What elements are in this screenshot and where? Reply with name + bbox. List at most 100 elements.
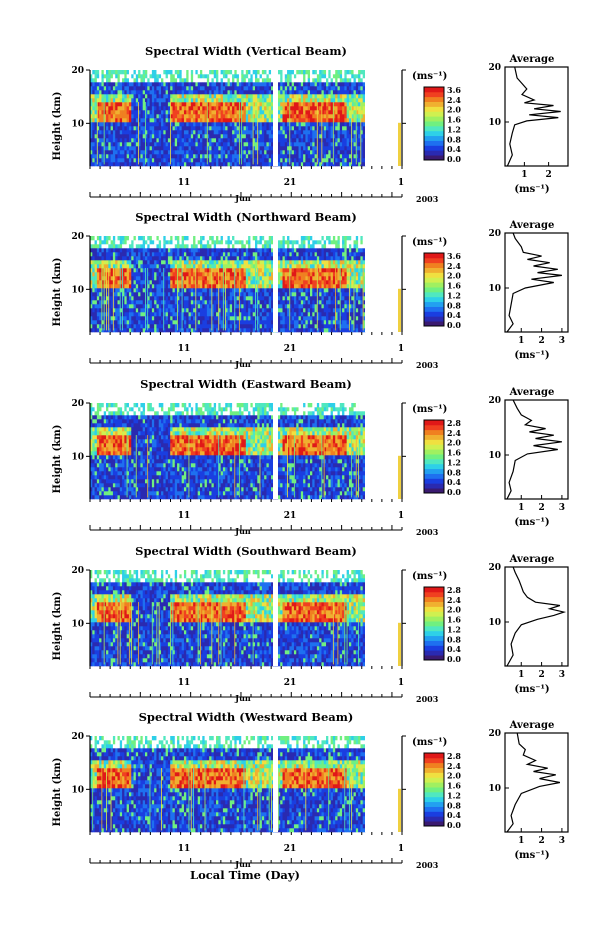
heatmap-cell bbox=[131, 142, 134, 147]
heatmap-cell bbox=[216, 130, 219, 135]
heatmap-cell bbox=[259, 252, 263, 257]
heatmap-cell bbox=[209, 138, 212, 143]
heatmap-cell bbox=[112, 264, 116, 269]
heatmap-cell bbox=[138, 284, 141, 289]
heatmap-cell bbox=[106, 312, 109, 317]
heatmap-cell bbox=[358, 150, 361, 155]
heatmap-cell bbox=[202, 158, 205, 163]
heatmap-cell bbox=[103, 324, 107, 329]
heatmap-cell bbox=[195, 276, 199, 281]
heatmap-cell bbox=[257, 260, 260, 265]
heatmap-cell bbox=[106, 268, 109, 273]
heatmap-cell bbox=[110, 118, 114, 123]
heatmap-cell bbox=[353, 162, 357, 167]
heatmap-cell bbox=[211, 260, 215, 265]
heatmap-cell bbox=[266, 118, 270, 123]
heatmap-streak bbox=[222, 268, 224, 331]
heatmap-cell bbox=[122, 248, 125, 253]
heatmap-cell bbox=[128, 154, 132, 159]
heatmap-cell bbox=[90, 150, 93, 155]
heatmap-cell bbox=[206, 102, 210, 107]
heatmap-cell bbox=[238, 82, 242, 87]
heatmap-cell bbox=[222, 260, 226, 265]
heatmap-cell bbox=[103, 134, 107, 139]
heatmap-cell bbox=[149, 304, 153, 309]
heatmap-cell bbox=[206, 264, 210, 269]
heatmap-cell bbox=[181, 268, 185, 273]
heatmap-cell bbox=[332, 162, 336, 167]
heatmap-cell bbox=[225, 162, 228, 167]
heatmap-cell bbox=[193, 324, 196, 329]
heatmap-cell bbox=[140, 154, 144, 159]
heatmap-cell bbox=[280, 70, 283, 75]
heatmap-cell bbox=[140, 138, 144, 143]
heatmap-cell bbox=[149, 126, 153, 131]
heatmap-cell bbox=[266, 272, 270, 277]
heatmap-cell bbox=[181, 300, 185, 305]
heatmap-cell bbox=[124, 308, 127, 313]
heatmap-cell bbox=[323, 86, 327, 91]
heatmap-cell bbox=[213, 244, 217, 249]
heatmap-cell bbox=[138, 268, 141, 273]
heatmap-cell bbox=[280, 94, 283, 99]
heatmap-cell bbox=[124, 264, 127, 269]
heatmap-cell bbox=[190, 324, 194, 329]
heatmap-cell bbox=[264, 312, 267, 317]
heatmap-cell bbox=[266, 316, 270, 321]
heatmap-cell bbox=[163, 308, 166, 313]
heatmap-cell bbox=[108, 138, 111, 143]
heatmap-cell bbox=[202, 86, 205, 91]
heatmap-cell bbox=[330, 118, 334, 123]
heatmap-cell bbox=[296, 106, 299, 111]
heatmap-cell bbox=[181, 276, 185, 281]
heatmap-cell bbox=[264, 324, 267, 329]
heatmap-cell bbox=[170, 114, 173, 119]
heatmap-cell bbox=[323, 158, 327, 163]
heatmap-cell bbox=[277, 150, 281, 155]
heatmap-cell bbox=[232, 272, 235, 277]
heatmap-cell bbox=[222, 320, 226, 325]
heatmap-cell bbox=[225, 78, 228, 83]
heatmap-cell bbox=[177, 236, 180, 241]
heatmap-cell bbox=[303, 106, 306, 111]
heatmap-cell bbox=[195, 130, 199, 135]
heatmap-streak bbox=[211, 268, 213, 331]
heatmap-cell bbox=[147, 70, 150, 75]
heatmap-cell bbox=[128, 162, 132, 167]
heatmap-cell bbox=[298, 138, 302, 143]
heatmap-cell bbox=[119, 106, 123, 111]
heatmap-cell bbox=[174, 78, 178, 83]
heatmap-cell bbox=[337, 158, 341, 163]
heatmap-streak bbox=[257, 102, 259, 165]
heatmap-cell bbox=[339, 122, 343, 127]
heatmap-cell bbox=[151, 74, 155, 79]
heatmap-cell bbox=[238, 312, 242, 317]
heatmap-cell bbox=[188, 130, 192, 135]
heatmap-cell bbox=[234, 86, 237, 91]
heatmap-cell bbox=[211, 126, 215, 131]
heatmap-cell bbox=[128, 276, 132, 281]
heatmap-cell bbox=[264, 268, 267, 273]
heatmap-cell bbox=[115, 320, 118, 325]
heatmap-cell bbox=[232, 142, 235, 147]
heatmap-cell bbox=[200, 114, 203, 119]
heatmap-cell bbox=[149, 74, 153, 79]
heatmap-cell bbox=[307, 158, 311, 163]
heatmap-cell bbox=[216, 162, 219, 167]
heatmap-cell bbox=[204, 78, 208, 83]
heatmap-cell bbox=[161, 276, 164, 281]
heatmap-cell bbox=[149, 292, 153, 297]
heatmap-cell bbox=[248, 272, 251, 277]
heatmap-cell bbox=[330, 154, 334, 159]
heatmap-cell bbox=[245, 244, 249, 249]
heatmap-cell bbox=[117, 98, 121, 103]
heatmap-cell bbox=[287, 94, 290, 99]
heatmap-cell bbox=[154, 86, 157, 91]
heatmap-cell bbox=[140, 114, 144, 119]
heatmap-cell bbox=[117, 126, 121, 131]
heatmap-cell bbox=[238, 300, 242, 305]
heatmap-cell bbox=[142, 142, 146, 147]
heatmap-cell bbox=[257, 114, 260, 119]
heatmap-cell bbox=[154, 280, 157, 285]
heatmap-cell bbox=[177, 74, 180, 79]
